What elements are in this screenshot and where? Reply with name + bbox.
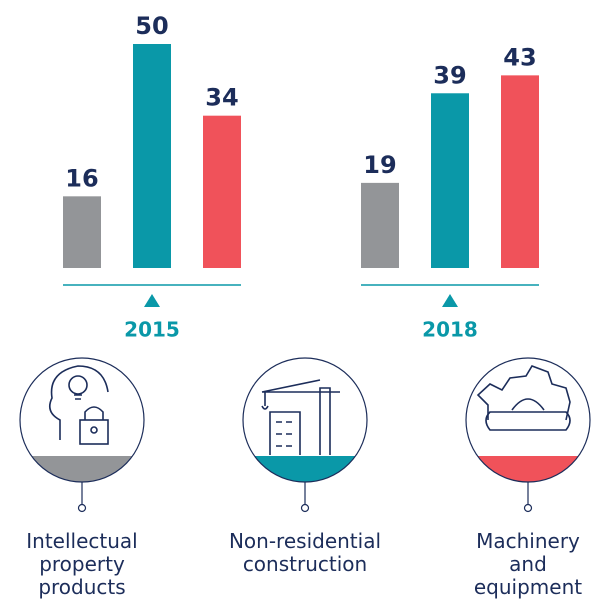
- category-label: 2018: [422, 318, 478, 342]
- bulb-icon: [68, 375, 88, 395]
- building-icon: [269, 411, 301, 455]
- gear-hub: [511, 398, 545, 411]
- head-icon: [49, 365, 109, 440]
- value-label: 39: [433, 61, 466, 89]
- crane-hook: [261, 405, 269, 410]
- legend-dot: [300, 503, 310, 513]
- lock-body: [79, 419, 109, 445]
- group-marker: [442, 294, 458, 307]
- bar: [501, 75, 539, 268]
- icons: [49, 365, 571, 455]
- bar: [431, 93, 469, 268]
- value-label: 50: [135, 12, 168, 40]
- legend-label: Machinery and equipment: [473, 529, 583, 599]
- lock-shackle: [84, 406, 104, 420]
- crane-icon: [261, 379, 340, 455]
- legend-label: Non-residential construction: [228, 529, 382, 576]
- legend-label: Intellectual property products: [26, 529, 138, 599]
- value-label: 43: [503, 43, 536, 71]
- bar: [203, 115, 241, 269]
- value-label: 16: [65, 164, 98, 192]
- bar: [63, 196, 101, 268]
- keyhole: [90, 426, 98, 434]
- value-label: 34: [205, 84, 238, 112]
- category-label: 2015: [124, 318, 180, 342]
- wrench-icon: [485, 411, 571, 431]
- legend-dot: [523, 503, 533, 513]
- value-label: 19: [363, 151, 396, 179]
- bar: [133, 44, 171, 268]
- bar: [361, 182, 399, 268]
- group-marker: [144, 294, 160, 307]
- legend-dot: [77, 503, 87, 513]
- bulb-base: [74, 394, 82, 400]
- gear-icon: [476, 365, 571, 421]
